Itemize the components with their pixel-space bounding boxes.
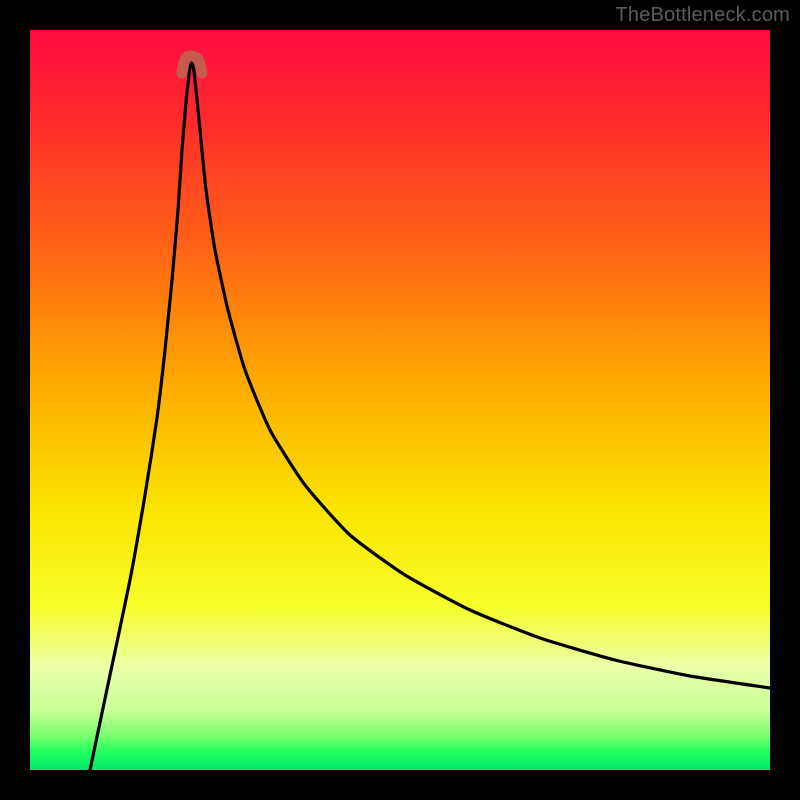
chart-stage: TheBottleneck.com xyxy=(0,0,800,800)
inner-plot-bg xyxy=(30,30,770,770)
bottleneck-chart xyxy=(0,0,800,800)
